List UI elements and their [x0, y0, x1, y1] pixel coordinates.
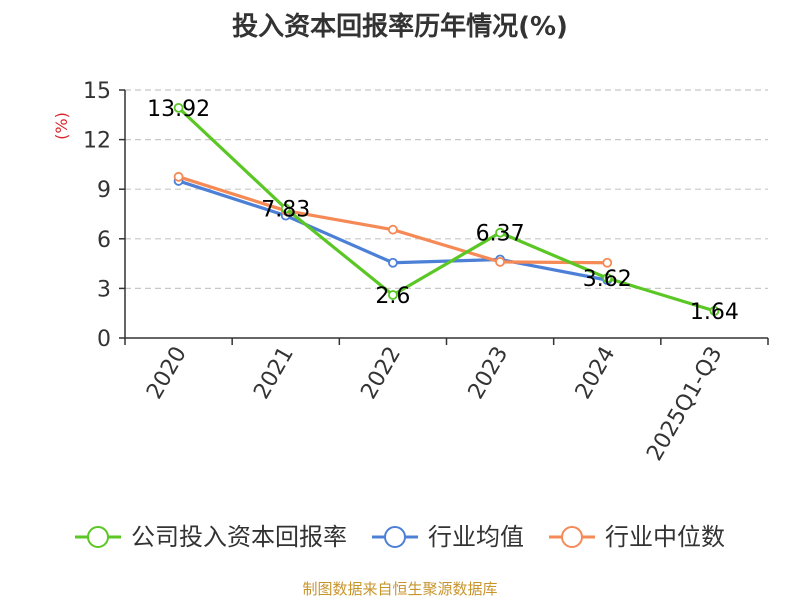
- x-tick-label: 2025Q1-Q3: [642, 343, 727, 466]
- data-point: [495, 257, 505, 267]
- x-tick-label: 2024: [571, 343, 621, 404]
- legend: 公司投入资本回报率 行业均值 行业中位数: [75, 523, 725, 551]
- data-label: 6.37: [476, 222, 525, 247]
- data-point: [173, 102, 184, 113]
- data-label: 1.64: [690, 300, 739, 325]
- legend-label: 行业中位数: [605, 523, 725, 551]
- data-label: 7.83: [261, 198, 310, 223]
- data-point: [602, 273, 613, 284]
- data-point: [495, 227, 505, 238]
- y-tick-label: 12: [83, 129, 111, 154]
- source-note: 制图数据来自恒生聚源数据库: [302, 580, 498, 598]
- data-point: [388, 224, 398, 235]
- y-tick-label: 9: [97, 178, 111, 203]
- legend-label: 行业均值: [428, 523, 524, 551]
- data-point: [388, 290, 398, 300]
- legend-swatch-marker: [87, 526, 109, 548]
- y-axis-label: (%): [52, 112, 71, 140]
- axes: 0 3 6 9 12 15 (%) 2020 2021 2022 2023 2024 2025Q1-Q3: [52, 79, 769, 466]
- data-point: [709, 305, 720, 316]
- data-point: [602, 257, 613, 268]
- legend-swatch-marker: [384, 526, 406, 548]
- chart-title: 投入资本回报率历年情况(%): [232, 12, 568, 42]
- y-tick-label: 0: [97, 327, 111, 352]
- series-line: [177, 106, 715, 313]
- x-tick-label: 2020: [142, 343, 192, 404]
- x-tick-label: 2023: [464, 343, 514, 404]
- data-point: [173, 171, 184, 182]
- data-labels: 13.92 7.83 2.6 6.37 3.62 1.64: [147, 97, 739, 325]
- legend-label: 公司投入资本回报率: [131, 523, 347, 551]
- y-tick-label: 3: [97, 277, 111, 302]
- data-label: 2.6: [375, 284, 410, 309]
- data-label: 13.92: [147, 97, 210, 122]
- y-tick-label: 15: [83, 79, 111, 104]
- x-tick-label: 2021: [249, 343, 299, 404]
- x-tick-label: 2022: [356, 343, 406, 404]
- data-label: 3.62: [583, 267, 632, 292]
- grid-lines: [125, 89, 768, 289]
- y-tick-label: 6: [97, 228, 111, 253]
- legend-swatch-marker: [561, 526, 583, 548]
- data-point: [280, 203, 291, 214]
- data-point: [388, 257, 398, 268]
- series-lines: [173, 102, 720, 316]
